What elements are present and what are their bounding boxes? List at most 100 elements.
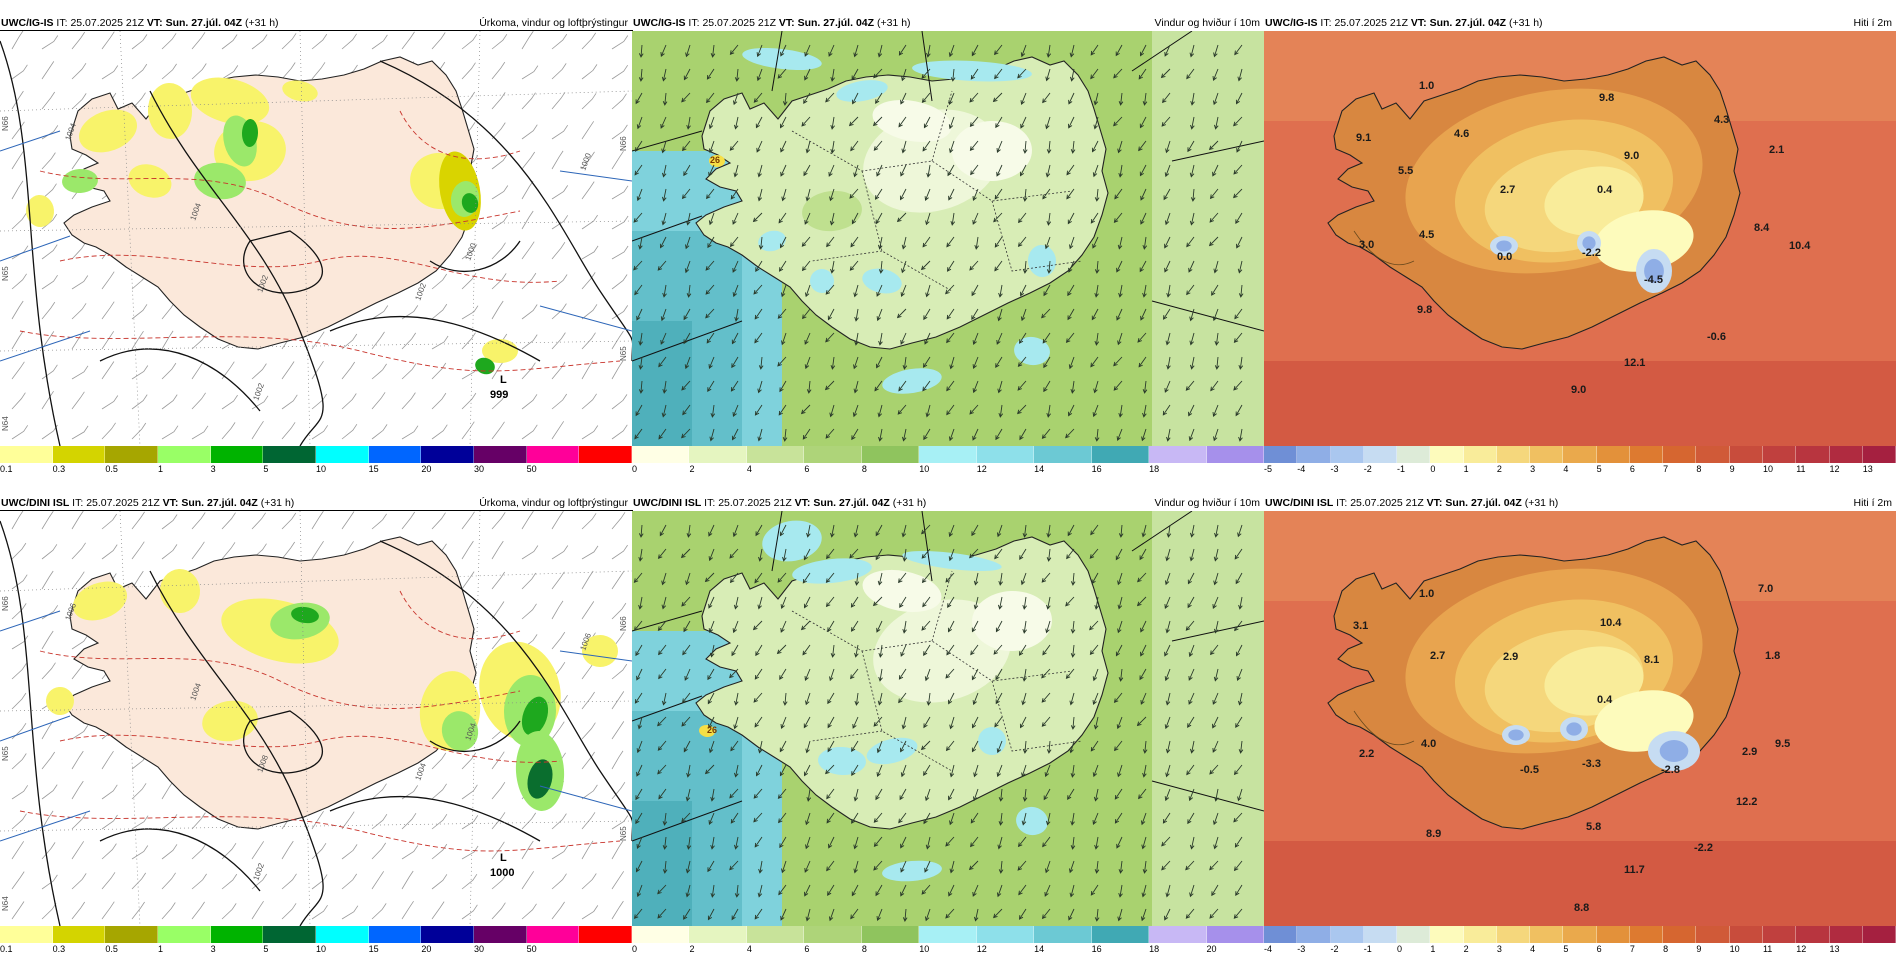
wind-arrow [1091, 140, 1099, 153]
wind-arrow [756, 68, 763, 82]
wind-arrow [948, 548, 955, 562]
colorbar-tick-label: 9 [1696, 944, 1702, 954]
wind-arrow [850, 668, 859, 680]
wind-arrow [1067, 788, 1075, 801]
latitude-label: N66 [619, 136, 628, 151]
vt-label: VT: [146, 17, 163, 29]
wind-arrow [636, 116, 643, 130]
wind-barb [191, 873, 207, 890]
wind-arrow [998, 860, 1004, 874]
wind-arrow [1093, 380, 1099, 394]
colorbar-tick-label: -1 [1397, 464, 1406, 474]
wind-barb [341, 511, 355, 530]
wind-barb [41, 544, 58, 560]
wind-arrow [779, 740, 787, 753]
wind-arrow [708, 620, 715, 634]
wind-arrow [973, 596, 979, 610]
precip-map[interactable]: 1004 1004 1002 1000 1002 1002 1000 N66 N65 N64 N66… [0, 30, 633, 447]
wind-arrow [900, 332, 907, 345]
wind-arrow [995, 356, 1003, 368]
wind-arrow [872, 116, 883, 127]
map-canvas[interactable]: 1006100410081006100410021004N66N65N64N66… [0, 511, 632, 926]
wind-arrow [686, 524, 692, 538]
wind-arrow [901, 524, 907, 538]
wind-arrow [1187, 812, 1195, 825]
wind-arrow [710, 404, 716, 418]
temp-map[interactable]: 1.0 9.8 4.3 9.1 4.6 5.5 2.7 0.4 9.0 2.1 4.5 3.0 0.0-… [1264, 31, 1896, 446]
wind-arrow [947, 596, 955, 609]
wind-barb [101, 301, 115, 320]
wind-arrow [850, 140, 859, 152]
wind-arrow [1213, 116, 1219, 130]
wind-barb [11, 361, 25, 380]
wind-arrow [873, 140, 883, 151]
temp-map[interactable]: 1.0 7.0 3.1 10.4 2.7 2.9 8.1 1.8 0.4 4.0 2.2 -0.5 -3… [1264, 511, 1896, 926]
wind-arrow [969, 548, 979, 559]
precip-area [527, 759, 553, 799]
wind-arrow [1070, 140, 1076, 154]
wind-arrow [1093, 116, 1099, 130]
wind-barb [521, 241, 535, 260]
wind-arrow [1212, 812, 1219, 826]
wind-speed-area [882, 860, 942, 882]
wind-arrow [923, 644, 931, 657]
cold-core [1566, 722, 1582, 736]
map-canvas[interactable]: 26 [632, 31, 1264, 446]
wind-arrow [1164, 644, 1171, 657]
wind-arrow [755, 644, 763, 657]
wind-barb [551, 150, 564, 170]
wind-arrow [1021, 692, 1027, 706]
wind-barb [41, 213, 58, 230]
wind-arrow [901, 68, 907, 82]
wind-barb [611, 544, 628, 560]
wind-arrow [971, 740, 979, 753]
wind-barb [551, 185, 569, 200]
wind-barb [251, 900, 264, 920]
colorbar-swatch [1264, 446, 1298, 463]
wind-arrow [1065, 332, 1075, 344]
wind-arrow [997, 380, 1003, 394]
wind-barb [71, 542, 86, 560]
map-canvas[interactable]: 1.09.84.39.1 4.65.52.7 0.49.0 2.14.53.00.0-… [1264, 31, 1896, 446]
precip-map[interactable]: 1006 1004 1008 1006 1004 1002 1004 N66 N65 N64 N66… [0, 510, 633, 927]
wind-barb [41, 35, 59, 50]
map-canvas[interactable]: 1004100410021000100210021000N66N65N64N66… [0, 31, 632, 446]
wind-map[interactable]: 26 [632, 511, 1264, 926]
wind-arrow [850, 620, 859, 632]
precip-area [72, 581, 128, 621]
wind-arrow [849, 188, 859, 199]
wind-arrow [1187, 596, 1195, 609]
wind-arrow [872, 596, 883, 607]
wind-arrow [925, 836, 931, 850]
precip-area [282, 80, 318, 102]
wind-colorbar: 0 2 4 6 8 10 12 14 16 18 20 [632, 926, 1264, 957]
wind-barb [101, 784, 118, 800]
map-canvas[interactable]: 26 [632, 511, 1264, 926]
wind-arrow [1208, 140, 1219, 151]
wind-map[interactable]: 26 [632, 31, 1264, 446]
map-canvas[interactable]: 1.0 7.03.1 10.42.7 2.9 8.1 1.80.44.02.2-0.5 -3… [1264, 511, 1896, 926]
wind-arrow [920, 740, 931, 751]
wind-arrow [1210, 380, 1219, 392]
wind-barb [551, 274, 568, 290]
wind-arrow [803, 548, 811, 561]
wind-barb [131, 815, 149, 830]
wind-barb [551, 600, 564, 620]
wind-arrow [1020, 92, 1027, 105]
wind-arrow [1137, 332, 1147, 343]
wind-arrow [1238, 596, 1243, 610]
wind-arrow [660, 308, 667, 322]
wind-arrow [779, 116, 787, 129]
wind-arrow [972, 884, 979, 897]
wind-barb [521, 424, 538, 440]
wind-barb [431, 303, 448, 320]
colorbar-tick-label: 30 [474, 944, 485, 954]
panel-header: UWC/IG-IS IT: 25.07.2025 21Z VT: Sun. 27… [1264, 15, 1896, 31]
map-grid-lines [632, 511, 1264, 842]
wind-arrow [851, 68, 859, 81]
colorbar-swatch [1596, 446, 1630, 463]
wind-barb [611, 394, 628, 410]
wind-barb [41, 301, 56, 320]
wind-arrow [681, 380, 691, 391]
wind-arrow [998, 404, 1004, 418]
